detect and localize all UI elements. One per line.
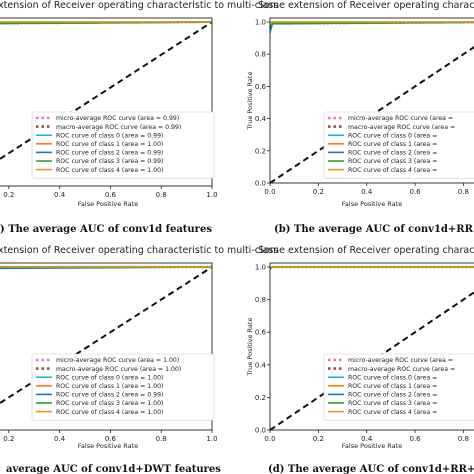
y-tick-label: 0.6 bbox=[255, 329, 267, 337]
legend-entry: ROC curve of class 3 (area = 0.99) bbox=[56, 158, 163, 165]
legend: micro-average ROC curve (area = macro-ave… bbox=[323, 353, 474, 421]
x-tick-label: 0.4 bbox=[361, 435, 373, 443]
legend-entry: macro-average ROC curve (area = bbox=[348, 124, 455, 131]
legend: micro-average ROC curve (area = macro-ave… bbox=[323, 111, 474, 179]
legend-entry: ROC curve of class 0 (area = bbox=[348, 374, 437, 381]
roc-panel-2: xtension of Receiver operating character… bbox=[0, 245, 278, 474]
roc-panel-1: Some extension of Receiver operating cha… bbox=[246, 0, 474, 235]
legend-entry: ROC curve of class 3 (area = 1.00) bbox=[56, 400, 163, 407]
roc-series-6 bbox=[0, 21, 212, 23]
x-tick-label: 0.4 bbox=[54, 191, 66, 199]
legend-entry: micro-average ROC curve (area = bbox=[348, 357, 453, 364]
chart-title: Some extension of Receiver operating cha… bbox=[258, 0, 474, 11]
panel-caption: average AUC of conv1d+DWT features bbox=[6, 464, 221, 474]
plot-frame bbox=[269, 262, 474, 431]
chart-title: Some extension of Receiver operating cha… bbox=[258, 245, 474, 256]
y-tick-label: 1.0 bbox=[255, 19, 266, 27]
roc-series-6 bbox=[269, 21, 474, 25]
x-axis-label: False Positive Rate bbox=[342, 200, 402, 208]
legend-entry: ROC curve of class 3 (area = bbox=[348, 400, 437, 407]
y-axis-label: True Positive Rate bbox=[246, 318, 254, 377]
y-tick-label: 0.8 bbox=[255, 51, 266, 59]
y-tick-label: 0.0 bbox=[255, 180, 266, 188]
x-tick-label: 0.8 bbox=[156, 435, 167, 443]
plot-frame bbox=[0, 17, 213, 187]
roc-panel-3: Some extension of Receiver operating cha… bbox=[246, 245, 474, 474]
legend-box bbox=[31, 353, 215, 421]
plot-frame bbox=[0, 262, 213, 431]
x-tick-label: 0.6 bbox=[410, 188, 422, 196]
legend-entry: ROC curve of class 1 (area = bbox=[348, 383, 437, 390]
plot-frame bbox=[269, 17, 474, 184]
chance-diagonal-line bbox=[0, 266, 213, 405]
legend-entry: micro-average ROC curve (area = 0.99) bbox=[56, 115, 179, 122]
x-tick-label: 0.4 bbox=[361, 188, 373, 196]
x-tick-label: 0.2 bbox=[313, 435, 324, 443]
y-tick-label: 1.0 bbox=[255, 264, 266, 272]
legend-entry: ROC curve of class 2 (area = bbox=[348, 150, 437, 157]
x-tick-label: 0.2 bbox=[3, 435, 14, 443]
panel-caption: (d) The average AUC of conv1d+RR+DW bbox=[268, 464, 474, 474]
legend-entry: micro-average ROC curve (area = bbox=[348, 115, 453, 122]
chance-diagonal-line bbox=[269, 45, 474, 184]
x-tick-label: 0.6 bbox=[105, 191, 117, 199]
legend-entry: ROC curve of class 4 (area = bbox=[348, 167, 437, 174]
chart-title: xtension of Receiver operating character… bbox=[0, 0, 278, 11]
panel-caption: ) The average AUC of conv1d features bbox=[0, 224, 212, 235]
legend-entry: ROC curve of class 1 (area = 1.00) bbox=[56, 141, 163, 148]
y-tick-label: 0.4 bbox=[255, 361, 267, 369]
x-tick-label: 0.8 bbox=[458, 435, 469, 443]
legend: micro-average ROC curve (area = 0.99) mac… bbox=[31, 111, 215, 179]
legend-entry: ROC curve of class 4 (area = bbox=[348, 409, 437, 416]
chance-diagonal-line bbox=[269, 291, 474, 431]
legend-entry: ROC curve of class 4 (area = 1.00) bbox=[56, 409, 163, 416]
x-tick-label: 0.6 bbox=[410, 435, 422, 443]
legend-entry: ROC curve of class 1 (area = bbox=[348, 141, 437, 148]
y-tick-label: 0.0 bbox=[255, 427, 266, 435]
legend-entry: ROC curve of class 1 (area = 1.00) bbox=[56, 383, 163, 390]
x-tick-label: 0.6 bbox=[105, 435, 117, 443]
x-tick-label: 1.0 bbox=[206, 435, 217, 443]
legend-entry: ROC curve of class 0 (area = 0.99) bbox=[56, 132, 163, 139]
legend-entry: macro-average ROC curve (area = bbox=[348, 366, 455, 373]
x-tick-label: 0.8 bbox=[156, 191, 167, 199]
y-tick-label: 0.8 bbox=[255, 296, 266, 304]
x-tick-label: 0.4 bbox=[54, 435, 66, 443]
chance-diagonal-line bbox=[0, 21, 213, 161]
x-tick-label: 0.2 bbox=[313, 188, 324, 196]
panel-caption: (b) The average AUC of conv1d+RR feat bbox=[274, 224, 474, 235]
legend-entry: ROC curve of class 4 (area = 1.00) bbox=[56, 167, 163, 174]
legend-box bbox=[323, 353, 474, 421]
y-tick-label: 0.4 bbox=[255, 115, 267, 123]
legend-entry: ROC curve of class 2 (area = 0.99) bbox=[56, 392, 163, 399]
legend-entry: ROC curve of class 2 (area = bbox=[348, 392, 437, 399]
legend-entry: macro-average ROC curve (area = 1.00) bbox=[56, 366, 181, 373]
legend-entry: micro-average ROC curve (area = 1.00) bbox=[56, 357, 179, 364]
y-tick-label: 0.2 bbox=[255, 394, 266, 402]
x-tick-label: 0.8 bbox=[458, 188, 469, 196]
roc-panel-0: xtension of Receiver operating character… bbox=[0, 0, 278, 235]
y-tick-label: 0.6 bbox=[255, 83, 267, 91]
y-axis-label: True Positive Rate bbox=[246, 72, 254, 131]
legend-entry: ROC curve of class 0 (area = 1.00) bbox=[56, 374, 163, 381]
legend-box bbox=[31, 111, 215, 179]
legend-entry: ROC curve of class 3 (area = bbox=[348, 158, 437, 165]
x-tick-label: 0.0 bbox=[264, 435, 275, 443]
x-axis-label: False Positive Rate bbox=[78, 442, 138, 450]
legend-entry: macro-average ROC curve (area = 0.99) bbox=[56, 124, 181, 131]
legend: micro-average ROC curve (area = 1.00) mac… bbox=[31, 353, 215, 421]
x-axis-label: False Positive Rate bbox=[342, 442, 402, 450]
x-tick-label: 1.0 bbox=[206, 191, 217, 199]
legend-box bbox=[323, 111, 474, 179]
x-axis-label: False Positive Rate bbox=[78, 200, 138, 208]
y-tick-label: 0.2 bbox=[255, 147, 266, 155]
x-tick-label: 0.0 bbox=[264, 188, 275, 196]
x-tick-label: 0.2 bbox=[3, 191, 14, 199]
legend-entry: ROC curve of class 2 (area = 0.99) bbox=[56, 150, 163, 157]
chart-title: xtension of Receiver operating character… bbox=[0, 245, 278, 256]
legend-entry: ROC curve of class 0 (area = bbox=[348, 132, 437, 139]
